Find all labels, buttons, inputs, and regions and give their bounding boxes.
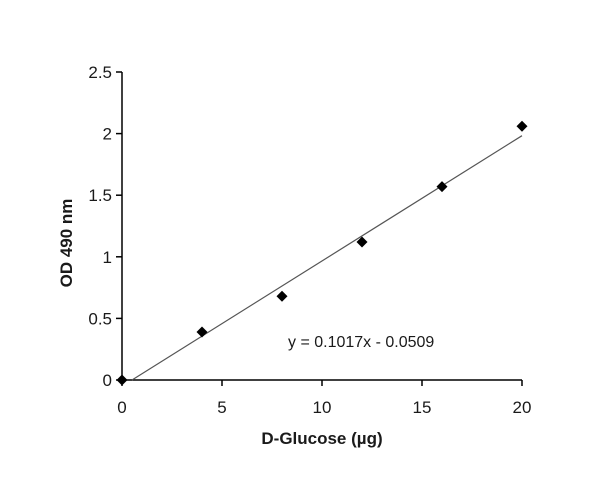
x-tick-label: 0	[117, 398, 126, 417]
y-tick-label: 2	[103, 125, 112, 144]
data-point-diamond	[516, 120, 528, 132]
data-point-diamond	[436, 181, 448, 193]
y-tick-label: 0	[103, 371, 112, 390]
x-tick-label: 10	[313, 398, 332, 417]
x-tick-label: 15	[413, 398, 432, 417]
y-tick-label: 0.5	[88, 309, 112, 328]
x-axis-ticks: 0 5 10 15 20	[117, 380, 531, 417]
y-tick-label: 2.5	[88, 63, 112, 82]
trendline-equation: y = 0.1017x - 0.0509	[288, 334, 434, 351]
plot-area: 0 0.5 1 1.5 2 2.5 0 5 10 15 20	[88, 63, 531, 417]
y-axis-ticks: 0 0.5 1 1.5 2 2.5	[88, 63, 122, 390]
data-point-diamond	[356, 236, 368, 248]
y-axis-title: OD 490 nm	[57, 199, 76, 288]
x-tick-label: 5	[217, 398, 226, 417]
data-points	[116, 120, 528, 386]
y-tick-label: 1.5	[88, 186, 112, 205]
y-tick-label: 1	[103, 248, 112, 267]
data-point-diamond	[276, 290, 288, 302]
trendline	[131, 135, 523, 381]
data-point-diamond	[196, 326, 208, 338]
data-point-diamond	[116, 374, 128, 386]
x-axis-title: D-Glucose (µg)	[261, 429, 382, 448]
x-tick-label: 20	[513, 398, 532, 417]
